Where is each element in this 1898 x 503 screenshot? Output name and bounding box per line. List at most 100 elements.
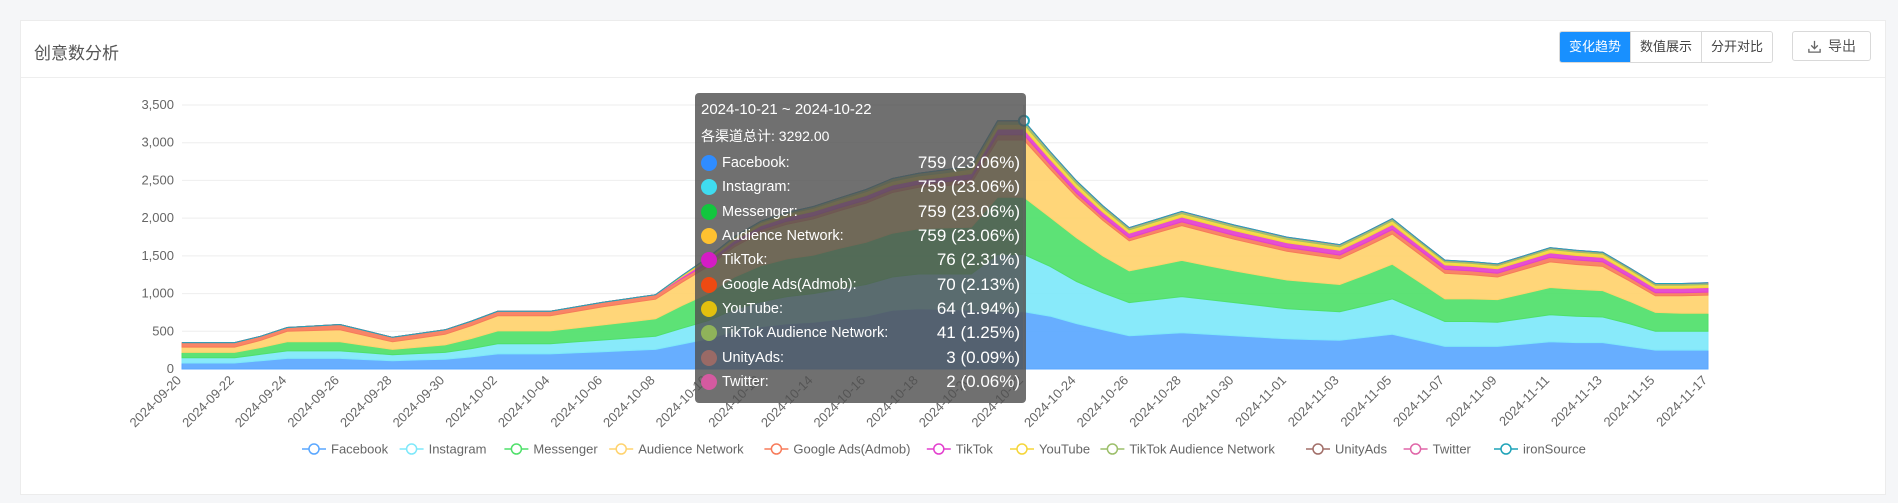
tooltip-rows: Facebook: 759 (23.06%) Instagram: 759 (23.0… — [701, 151, 1020, 394]
y-tick-label: 0 — [167, 361, 174, 376]
tooltip-row: Instagram: 759 (23.06%) — [701, 175, 1020, 199]
y-tick-label: 2,000 — [141, 210, 174, 225]
legend-marker — [308, 443, 320, 455]
legend-label: TikTok — [956, 442, 994, 457]
legend-marker — [615, 443, 627, 455]
legend-item[interactable]: UnityAds — [1306, 442, 1388, 457]
tooltip-row: UnityAds: 3 (0.09%) — [701, 345, 1020, 369]
legend-label: Audience Network — [638, 442, 744, 457]
chart-tooltip: 2024-10-21 ~ 2024-10-22 各渠道总计: 3292.00 F… — [695, 93, 1026, 403]
legend-label: TikTok Audience Network — [1129, 442, 1275, 457]
legend-marker — [1106, 443, 1119, 455]
tooltip-series-value: 759 (23.06%) — [917, 201, 1020, 221]
series-color-dot — [701, 373, 717, 390]
tooltip-series-value: 64 (1.94%) — [936, 298, 1020, 318]
tooltip-row: Twitter: 2 (0.06%) — [701, 370, 1020, 394]
tooltip-series-value: 70 (2.13%) — [936, 274, 1020, 294]
legend-label: UnityAds — [1335, 442, 1388, 457]
legend-label: ironSource — [1523, 442, 1586, 457]
tooltip-series-value: 2 (0.06%) — [946, 371, 1020, 391]
legend-marker — [1016, 443, 1028, 455]
legend-item[interactable]: TikTok Audience Network — [1100, 442, 1275, 457]
y-tick-label: 2,500 — [141, 172, 174, 187]
x-tick-label: 2024-11-13 — [1548, 373, 1605, 430]
x-tick-label: 2024-09-22 — [179, 373, 237, 431]
card-title: 创意数分析 — [34, 44, 119, 63]
x-tick-label: 2024-09-28 — [337, 373, 395, 431]
tooltip-row: Google Ads(Admob): 70 (2.13%) — [701, 272, 1020, 296]
series-area — [182, 120, 1709, 344]
tooltip-series-name: YouTube: — [722, 300, 784, 317]
series-color-dot — [701, 325, 717, 342]
legend-marker — [1312, 443, 1324, 455]
series-color-dot — [701, 300, 717, 317]
legend-label: Google Ads(Admob) — [793, 442, 910, 457]
x-tick-label: 2024-10-06 — [547, 373, 605, 431]
x-tick-label: 2024-09-24 — [232, 373, 290, 431]
legend-item[interactable]: TikTok — [926, 442, 994, 457]
export-button[interactable]: 导出 — [1792, 31, 1871, 61]
tooltip-series-name: Google Ads(Admob): — [722, 276, 857, 293]
card-header: 创意数分析 变化趋势 数值展示 分开对比 导出 — [21, 21, 1885, 78]
x-tick-label: 2024-11-01 — [1232, 373, 1289, 430]
tooltip-series-name: UnityAds: — [722, 349, 785, 366]
view-mode-switch: 变化趋势 数值展示 分开对比 — [1559, 31, 1774, 63]
tooltip-row: Facebook: 759 (23.06%) — [701, 151, 1020, 175]
tooltip-series-name: Facebook: — [722, 155, 790, 172]
legend-label: Facebook — [331, 442, 389, 457]
tooltip-series-value: 759 (23.06%) — [917, 226, 1020, 246]
legend-marker — [1409, 443, 1422, 455]
x-tick-label: 2024-09-26 — [284, 373, 342, 431]
series-color-dot — [701, 349, 717, 366]
tooltip-series-value: 76 (2.31%) — [936, 250, 1020, 270]
tooltip-series-name: Audience Network: — [722, 228, 844, 245]
export-label: 导出 — [1828, 38, 1856, 54]
series-color-dot — [701, 252, 717, 269]
legend: Facebook Instagram Messenger Audience Netwo… — [302, 442, 1586, 457]
legend-item[interactable]: Twitter — [1403, 442, 1472, 457]
tooltip-row: TikTok: 76 (2.31%) — [701, 248, 1020, 272]
tooltip-row: YouTube: 64 (1.94%) — [701, 297, 1020, 321]
x-tick-label: 2024-10-28 — [1126, 373, 1184, 431]
x-tick-label: 2024-11-15 — [1601, 373, 1658, 430]
x-tick-label: 2024-11-07 — [1390, 373, 1447, 430]
legend-item[interactable]: Google Ads(Admob) — [764, 442, 910, 457]
y-tick-label: 1,500 — [141, 248, 174, 263]
tab-value-display[interactable]: 数值展示 — [1630, 32, 1702, 62]
legend-item[interactable]: Audience Network — [609, 442, 744, 457]
x-tick-label: 2024-10-02 — [442, 373, 500, 431]
series-color-dot — [701, 179, 717, 196]
tooltip-series-name: TikTok: — [722, 252, 768, 269]
tooltip-series-name: Instagram: — [722, 179, 791, 196]
legend-item[interactable]: YouTube — [1010, 442, 1090, 457]
y-tick-label: 3,500 — [141, 97, 174, 112]
legend-label: YouTube — [1039, 442, 1090, 457]
legend-item[interactable]: Facebook — [302, 442, 389, 457]
legend-marker — [1500, 443, 1512, 455]
legend-item[interactable]: ironSource — [1494, 442, 1586, 457]
tab-split-compare[interactable]: 分开对比 — [1701, 32, 1773, 62]
tooltip-row: Audience Network: 759 (23.06%) — [701, 224, 1020, 248]
tab-trend[interactable]: 变化趋势 — [1560, 32, 1631, 62]
x-tick-label: 2024-10-26 — [1074, 373, 1132, 431]
legend-marker — [510, 443, 523, 455]
series-color-dot — [701, 228, 717, 245]
download-icon — [1808, 40, 1821, 53]
x-tick-label: 2024-10-04 — [495, 373, 553, 431]
legend-item[interactable]: Messenger — [504, 442, 598, 457]
legend-label: Twitter — [1433, 442, 1472, 457]
tooltip-series-name: TikTok Audience Network: — [722, 325, 889, 342]
legend-marker — [933, 443, 945, 455]
tooltip-series-value: 3 (0.09%) — [946, 347, 1020, 367]
x-tick-label: 2024-10-24 — [1021, 373, 1079, 431]
series-color-dot — [701, 155, 717, 172]
series-color-dot — [701, 203, 717, 220]
legend-label: Messenger — [533, 442, 598, 457]
x-tick-label: 2024-11-03 — [1285, 373, 1342, 430]
tooltip-series-value: 759 (23.06%) — [917, 177, 1020, 197]
y-tick-label: 500 — [152, 323, 174, 338]
x-tick-label: 2024-11-11 — [1496, 373, 1552, 429]
legend-item[interactable]: Instagram — [399, 442, 487, 457]
x-tick-label: 2024-09-20 — [126, 373, 184, 431]
x-tick-label: 2024-11-09 — [1443, 373, 1500, 430]
